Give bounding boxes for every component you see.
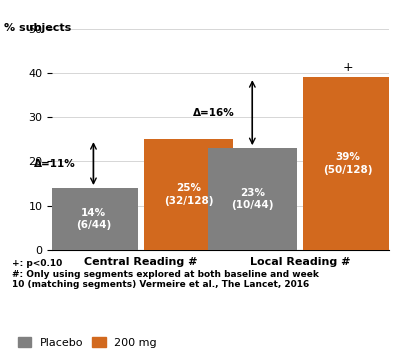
Bar: [144, 139, 233, 250]
Text: % subjects: % subjects: [4, 23, 71, 33]
Legend: Placebo, 200 mg: Placebo, 200 mg: [18, 337, 157, 348]
Text: #: Only using segments explored at both baseline and week: #: Only using segments explored at both …: [12, 270, 319, 278]
Bar: [208, 148, 297, 250]
Text: +: p<0.10: +: p<0.10: [12, 259, 62, 268]
Text: 14%
(6/44): 14% (6/44): [76, 208, 111, 230]
Text: 23%
(10/44): 23% (10/44): [231, 188, 273, 210]
Text: +: +: [342, 61, 353, 74]
Text: 10 (matching segments) Vermeire et al., The Lancet, 2016: 10 (matching segments) Vermeire et al., …: [12, 280, 309, 289]
Text: Δ=11%: Δ=11%: [34, 159, 76, 169]
Bar: [49, 188, 138, 250]
Text: Δ=16%: Δ=16%: [193, 108, 235, 118]
Bar: [303, 77, 392, 250]
Text: 25%
(32/128): 25% (32/128): [164, 183, 213, 206]
Text: 39%
(50/128): 39% (50/128): [323, 152, 373, 175]
